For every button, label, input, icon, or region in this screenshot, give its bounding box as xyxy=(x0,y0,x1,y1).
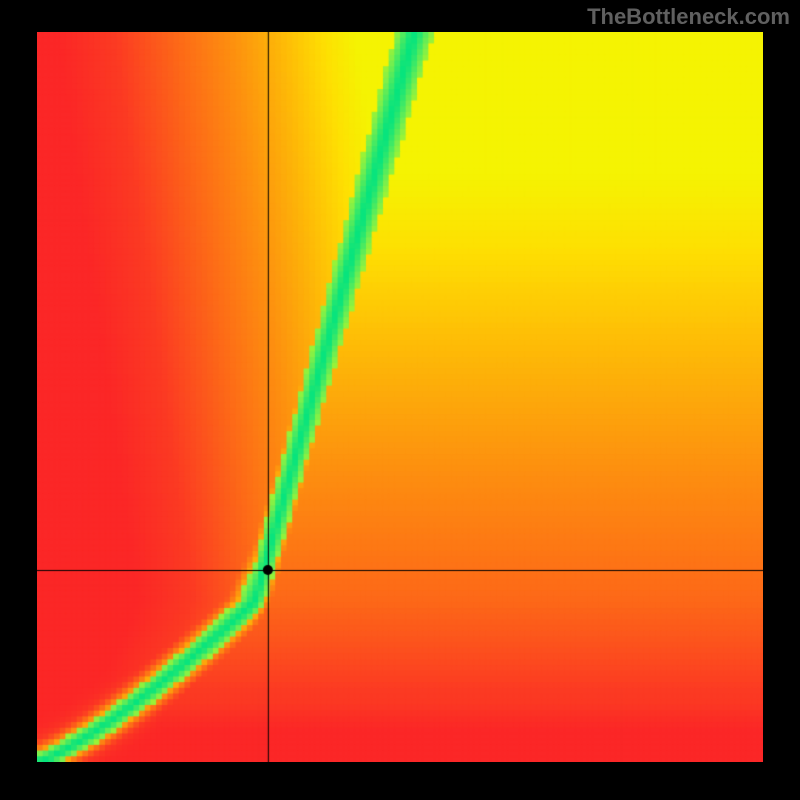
heatmap-canvas xyxy=(37,32,763,762)
attribution-text: TheBottleneck.com xyxy=(587,4,790,30)
bottleneck-heatmap xyxy=(37,32,763,762)
